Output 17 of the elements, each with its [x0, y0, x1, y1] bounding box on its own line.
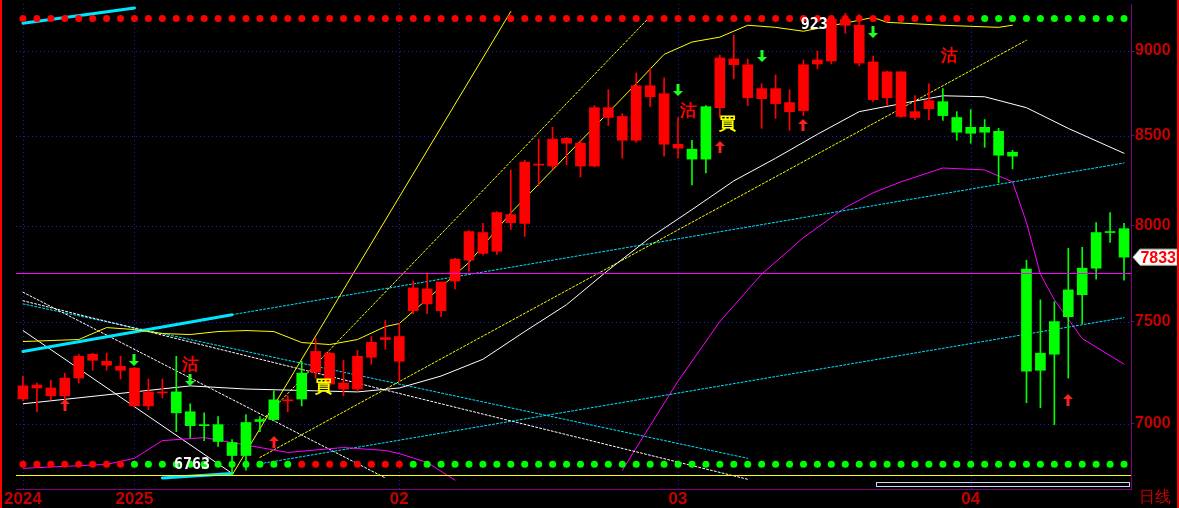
- x-tick-label: 04: [961, 488, 981, 508]
- annotation: 沽: [679, 100, 698, 121]
- x-tick-label: 02: [389, 488, 409, 508]
- x-tick-label: 2024: [4, 488, 43, 508]
- annotation: 沽: [940, 45, 959, 66]
- annotation: 買: [718, 113, 737, 134]
- annotation: 6763: [173, 455, 211, 473]
- y-tick-label: 8500: [1135, 126, 1171, 144]
- annotation: 沽: [180, 354, 199, 375]
- text: 7833: [1140, 248, 1177, 266]
- x-tick-label: 2025: [115, 488, 154, 508]
- y-tick-label: 8000: [1135, 216, 1171, 234]
- x-tick-label: 03: [668, 488, 688, 508]
- text: 日线: [1139, 487, 1171, 507]
- y-tick-label: 7000: [1135, 414, 1171, 432]
- y-tick-label: 7500: [1135, 312, 1171, 330]
- y-tick-label: 9000: [1135, 41, 1171, 59]
